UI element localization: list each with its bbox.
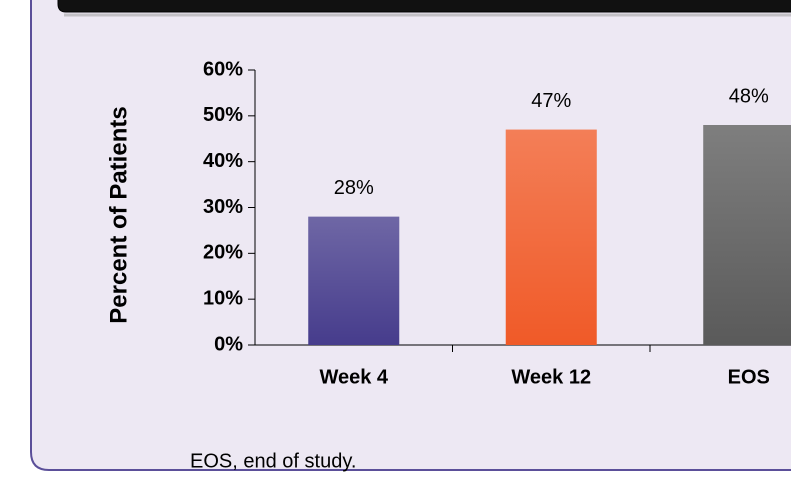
y-tick-label: 50% [203,104,243,126]
value-label: 47% [531,90,571,112]
y-tick-label: 0% [214,333,243,355]
footnote: EOS, end of study. [190,450,356,472]
x-tick-label: Week 12 [511,366,591,388]
value-label: 48% [729,85,769,107]
bar-shine [703,125,791,345]
bar-shine [505,129,597,345]
value-label: 28% [334,177,374,199]
x-tick-label: Week 4 [319,366,388,388]
bar-shine [308,216,400,345]
y-tick-label: 10% [203,287,243,309]
y-tick-label: 20% [203,242,243,264]
y-tick-label: 60% [203,58,243,80]
panel [30,0,791,471]
x-tick-label: EOS [728,366,770,388]
header-bar [57,0,791,13]
y-tick-label: 30% [203,196,243,218]
y-tick-label: 40% [203,150,243,172]
y-axis-label: Percent of Patients [105,106,132,323]
